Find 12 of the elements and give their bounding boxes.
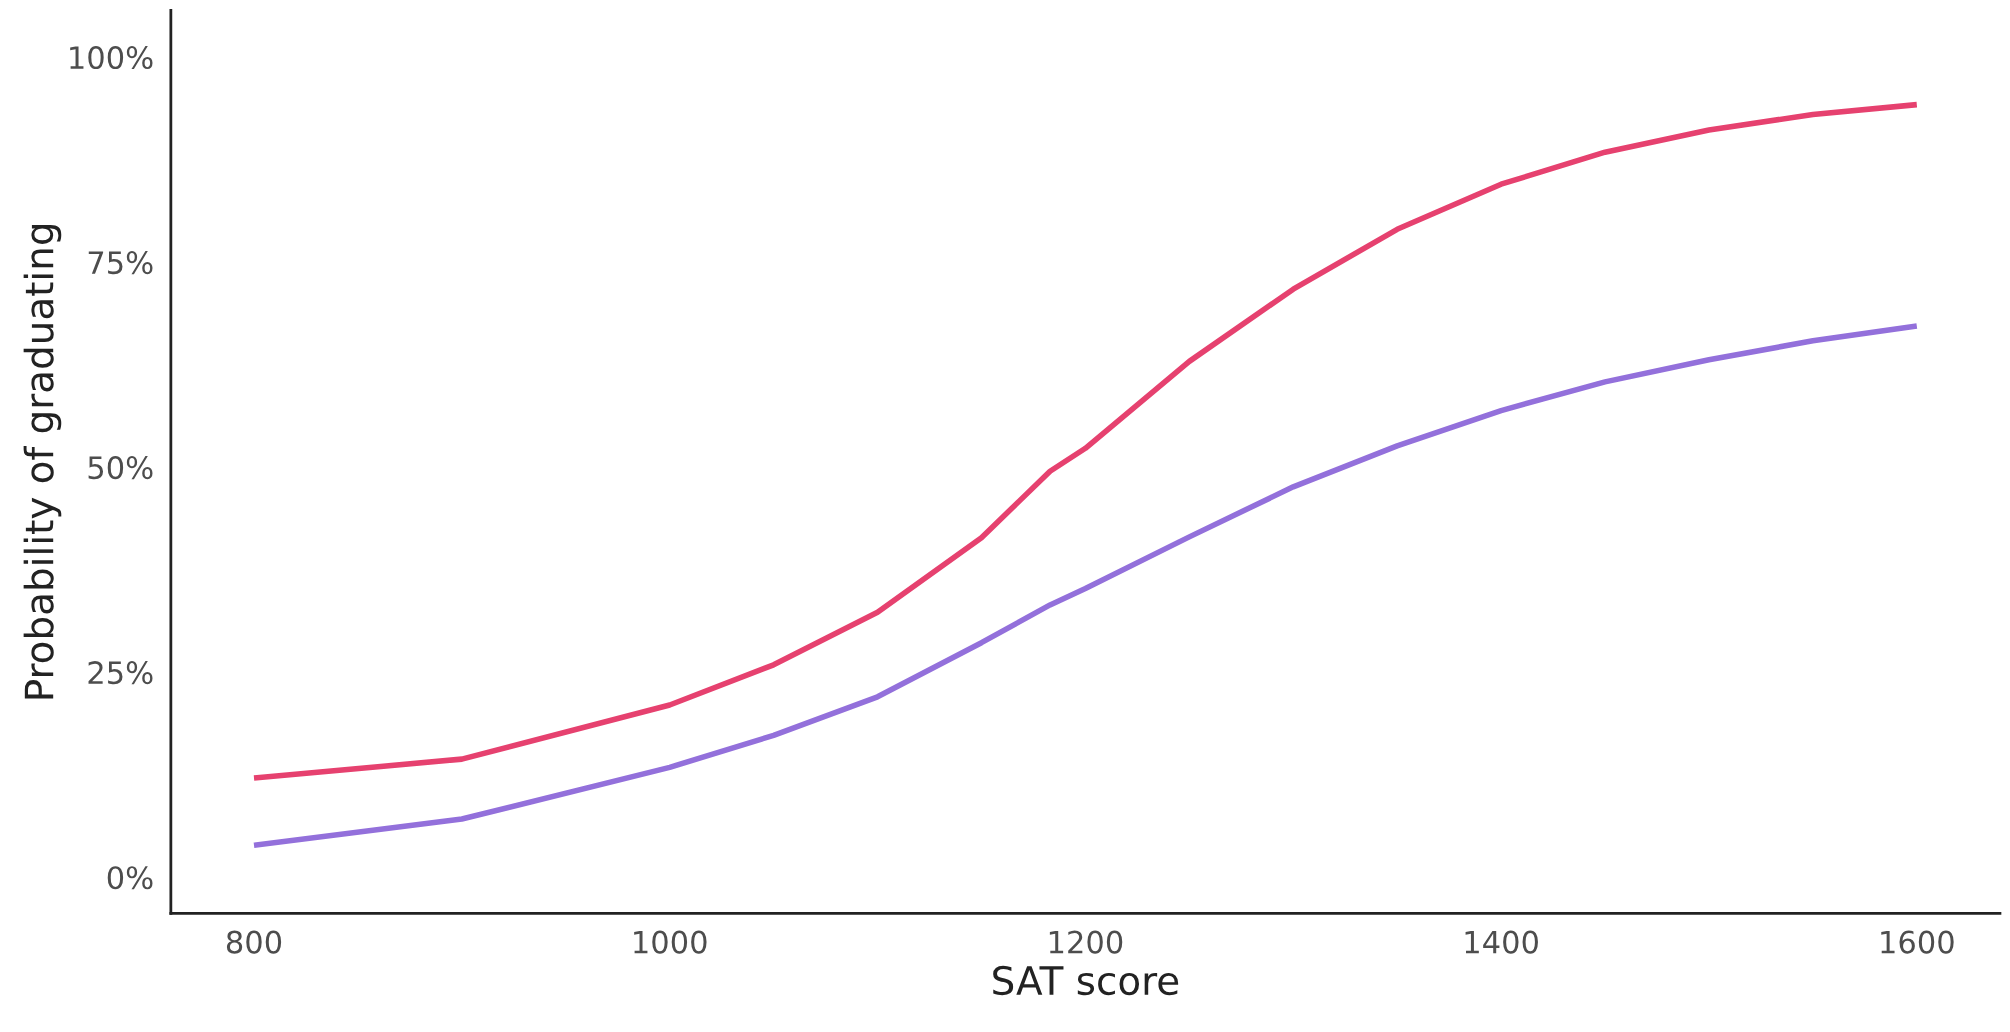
x-tick-label: 1200: [1049, 930, 1123, 954]
y-tick-label: 0%: [107, 866, 153, 890]
y-tick-label: 75%: [88, 251, 153, 275]
x-tick-label: 1000: [634, 930, 707, 954]
x-tick-label: 800: [226, 930, 282, 954]
x-axis-title: SAT score: [993, 965, 1179, 996]
y-tick-label: 100%: [70, 46, 153, 70]
y-tick-label: 25%: [88, 661, 153, 685]
y-tick-label: 50%: [88, 456, 153, 480]
x-tick-label: 1400: [1465, 930, 1538, 954]
x-tick-label: 1600: [1881, 930, 1954, 954]
y-axis-title: Probability of graduating: [23, 224, 62, 699]
